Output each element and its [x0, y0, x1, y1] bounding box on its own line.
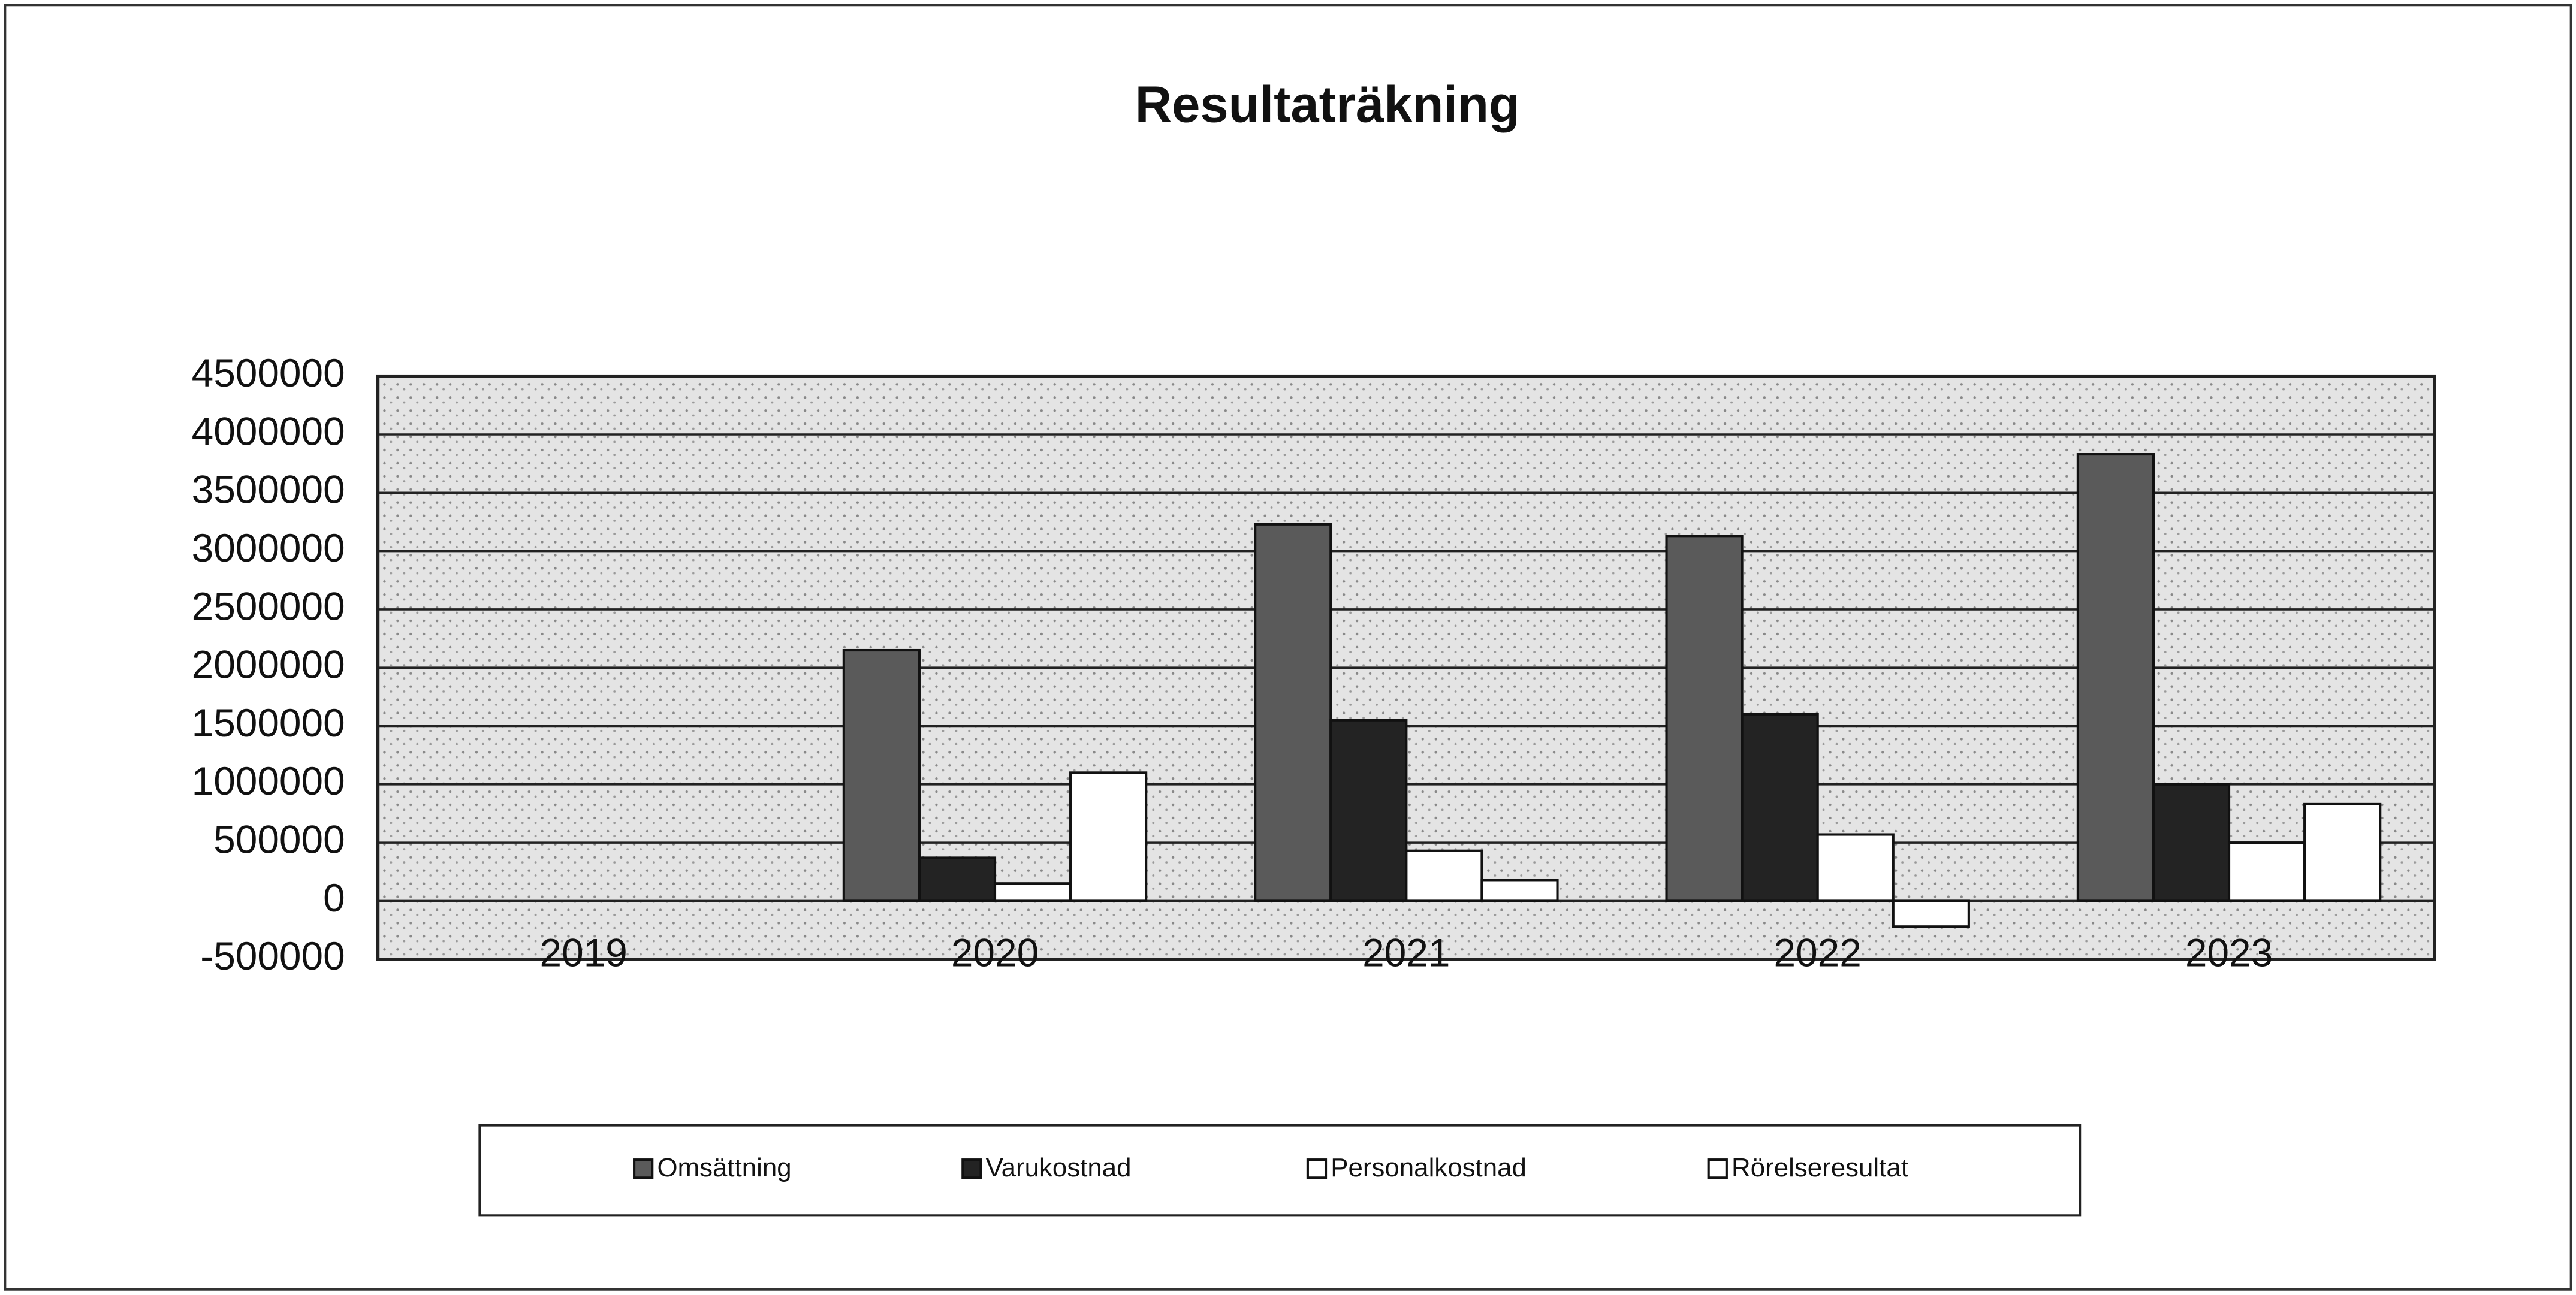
bar [918, 856, 997, 902]
y-tick-label: 0 [323, 876, 345, 920]
bar [1741, 713, 1819, 902]
bar [1405, 849, 1483, 902]
bar [993, 882, 1072, 902]
bar [1069, 771, 1148, 902]
bar [2227, 841, 2306, 902]
legend-label: Varukostnad [986, 1153, 1132, 1182]
x-tick-label: 2022 [1774, 931, 1862, 975]
bar [1816, 833, 1895, 902]
bar [2076, 453, 2155, 902]
legend-swatch [633, 1158, 654, 1179]
chart-title: Resultaträkning [1135, 76, 1520, 133]
y-tick-label: 4500000 [192, 351, 345, 395]
legend-label: Rörelseresultat [1732, 1153, 1908, 1182]
bar [842, 648, 921, 902]
bar [1254, 523, 1332, 902]
x-tick-label: 2019 [540, 931, 628, 975]
y-tick-label: 1500000 [192, 701, 345, 745]
bar [1665, 535, 1744, 902]
bar [1329, 719, 1408, 902]
bar [2303, 802, 2382, 902]
y-tick-label: 1000000 [192, 759, 345, 803]
legend-label: Personalkostnad [1331, 1153, 1527, 1182]
legend-swatch [1707, 1158, 1728, 1179]
legend-label: Omsättning [657, 1153, 791, 1182]
legend-swatch [961, 1158, 982, 1179]
bar [1892, 899, 1970, 928]
bar [2152, 783, 2231, 902]
x-tick-label: 2020 [951, 931, 1039, 975]
x-tick-label: 2021 [1362, 931, 1450, 975]
y-tick-label: 3000000 [192, 526, 345, 570]
legend-swatch [1306, 1158, 1328, 1179]
x-tick-label: 2023 [2185, 931, 2273, 975]
y-tick-label: 4000000 [192, 409, 345, 453]
y-tick-label: -500000 [200, 934, 345, 978]
y-tick-label: 2000000 [192, 642, 345, 687]
y-tick-label: 500000 [213, 817, 345, 862]
y-tick-label: 2500000 [192, 584, 345, 628]
bar [1480, 879, 1559, 902]
y-tick-label: 3500000 [192, 467, 345, 512]
legend-box [478, 1124, 2082, 1217]
